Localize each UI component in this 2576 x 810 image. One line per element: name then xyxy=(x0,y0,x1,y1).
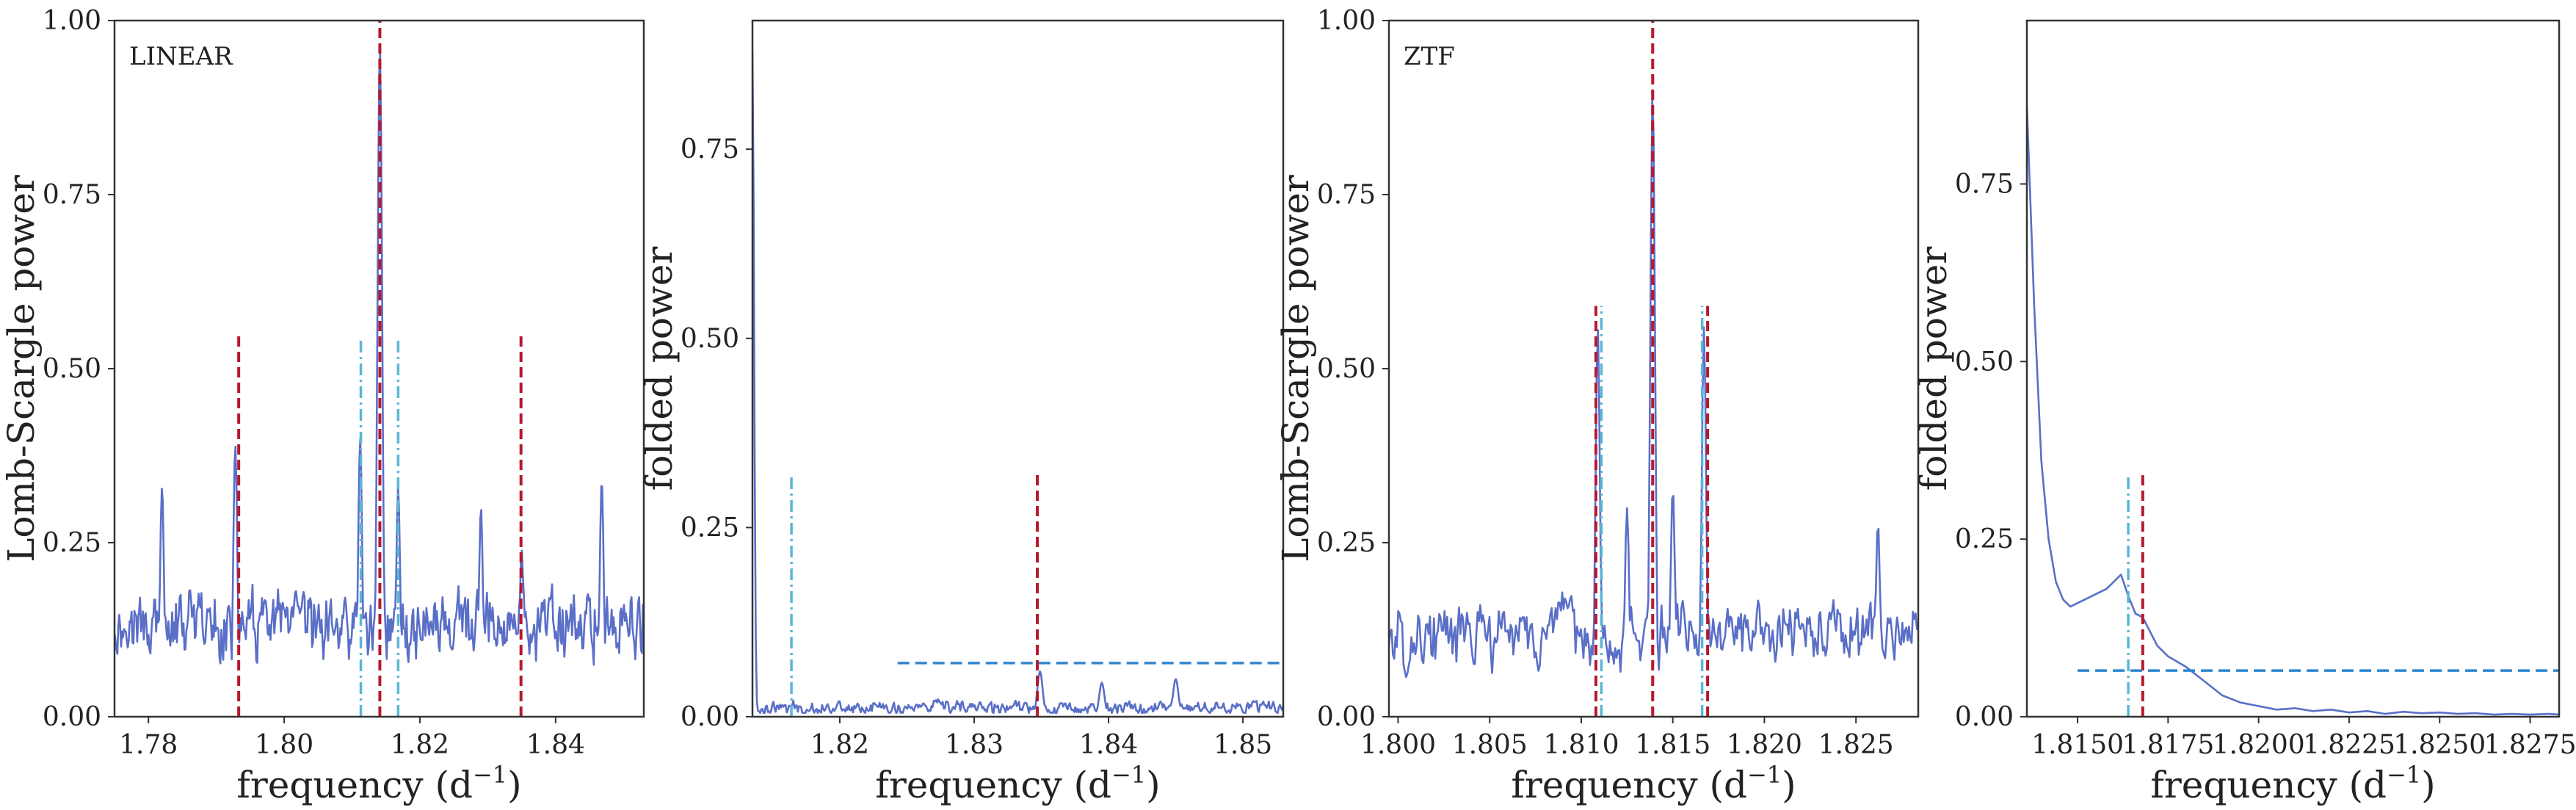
y-tick-label: 0.75 xyxy=(1955,169,2014,199)
y-axis-label: Lomb-Scargle power xyxy=(0,175,43,563)
y-axis-label: Lomb-Scargle power xyxy=(1274,175,1317,563)
x-axis-label-main: frequency (d xyxy=(2150,764,2387,806)
y-tick-label: 0.00 xyxy=(1317,702,1376,732)
x-tick-label: 1.82 xyxy=(391,730,449,760)
x-tick-label: 1.83 xyxy=(945,730,1004,760)
x-axis-label-exponent: −1 xyxy=(1111,761,1146,789)
x-tick-label: 1.82 xyxy=(810,730,869,760)
y-tick-label: 0.50 xyxy=(681,324,739,354)
y-tick-label: 0.00 xyxy=(1955,702,2014,732)
y-axis-label: folded power xyxy=(1912,247,1955,491)
y-tick-label: 1.00 xyxy=(43,6,101,36)
x-tick-label: 1.8175 xyxy=(2122,730,2214,760)
y-tick-label: 1.00 xyxy=(1317,6,1376,36)
x-tick-label: 1.84 xyxy=(1079,730,1138,760)
y-tick-label: 0.25 xyxy=(1955,524,2014,554)
panel-tag: LINEAR xyxy=(129,42,233,71)
x-axis-label-exponent: −1 xyxy=(1747,761,1782,789)
x-tick-label: 1.8250 xyxy=(2393,730,2486,760)
y-tick-label: 0.00 xyxy=(681,702,739,732)
x-axis-label: frequency (d−1) xyxy=(236,761,521,806)
y-tick-label: 0.25 xyxy=(43,528,101,558)
x-tick-label: 1.810 xyxy=(1543,730,1619,760)
x-tick-label: 1.8200 xyxy=(2213,730,2305,760)
y-tick-label: 0.50 xyxy=(1317,354,1376,384)
y-tick-label: 0.50 xyxy=(43,354,101,384)
x-axis-label-exponent: −1 xyxy=(2387,761,2421,789)
x-tick-label: 1.8150 xyxy=(2031,730,2124,760)
x-tick-label: 1.80 xyxy=(255,730,313,760)
power-curve xyxy=(752,51,1283,715)
x-tick-label: 1.85 xyxy=(1213,730,1272,760)
x-tick-label: 1.820 xyxy=(1727,730,1802,760)
y-tick-label: 0.50 xyxy=(1955,347,2014,377)
x-tick-label: 1.825 xyxy=(1818,730,1894,760)
y-tick-label: 0.25 xyxy=(1317,528,1376,558)
axes-frame xyxy=(751,19,1285,718)
x-tick-label: 1.78 xyxy=(119,730,178,760)
panel-ztf-periodogram: 1.800 1.805 1.810 1.815 1.820 1.825 0.00 0.25 0.… xyxy=(1274,6,1920,806)
x-tick-label: 1.8275 xyxy=(2484,730,2576,760)
x-axis-label: frequency (d−1) xyxy=(875,761,1160,806)
x-axis-label-main: frequency (d xyxy=(1511,764,1747,806)
y-tick-label: 0.00 xyxy=(43,702,101,732)
x-tick-label: 1.815 xyxy=(1635,730,1710,760)
x-axis-label-close: ) xyxy=(1782,764,1796,806)
x-axis-label: frequency (d−1) xyxy=(2150,761,2435,806)
x-tick-label: 1.84 xyxy=(526,730,585,760)
axes-frame xyxy=(2025,19,2561,718)
y-tick-label: 0.25 xyxy=(681,513,739,543)
x-axis-label-close: ) xyxy=(507,764,522,806)
x-axis-label-close: ) xyxy=(1146,764,1161,806)
x-axis-label-main: frequency (d xyxy=(875,764,1111,806)
y-tick-label: 0.75 xyxy=(1317,180,1376,210)
x-axis-label-exponent: −1 xyxy=(473,761,507,789)
panel-linear-periodogram: 1.78 1.80 1.82 1.84 0.00 0.25 0.50 0.75 1.00 freq… xyxy=(0,6,645,806)
x-axis-label: frequency (d−1) xyxy=(1511,761,1796,806)
power-curve xyxy=(1389,98,1918,679)
x-axis-label-close: ) xyxy=(2421,764,2436,806)
panel-tag: ZTF xyxy=(1404,42,1455,71)
y-axis-label: folded power xyxy=(638,247,681,491)
y-tick-label: 0.75 xyxy=(43,180,101,210)
x-axis-label-main: frequency (d xyxy=(236,764,473,806)
x-tick-label: 1.800 xyxy=(1360,730,1436,760)
panel-linear-folded: 1.82 1.83 1.84 1.85 0.00 0.25 0.50 0.75 frequenc… xyxy=(638,19,1285,806)
x-tick-label: 1.8225 xyxy=(2303,730,2395,760)
power-curve xyxy=(2027,106,2559,716)
y-tick-label: 0.75 xyxy=(681,134,739,164)
x-tick-label: 1.805 xyxy=(1452,730,1528,760)
